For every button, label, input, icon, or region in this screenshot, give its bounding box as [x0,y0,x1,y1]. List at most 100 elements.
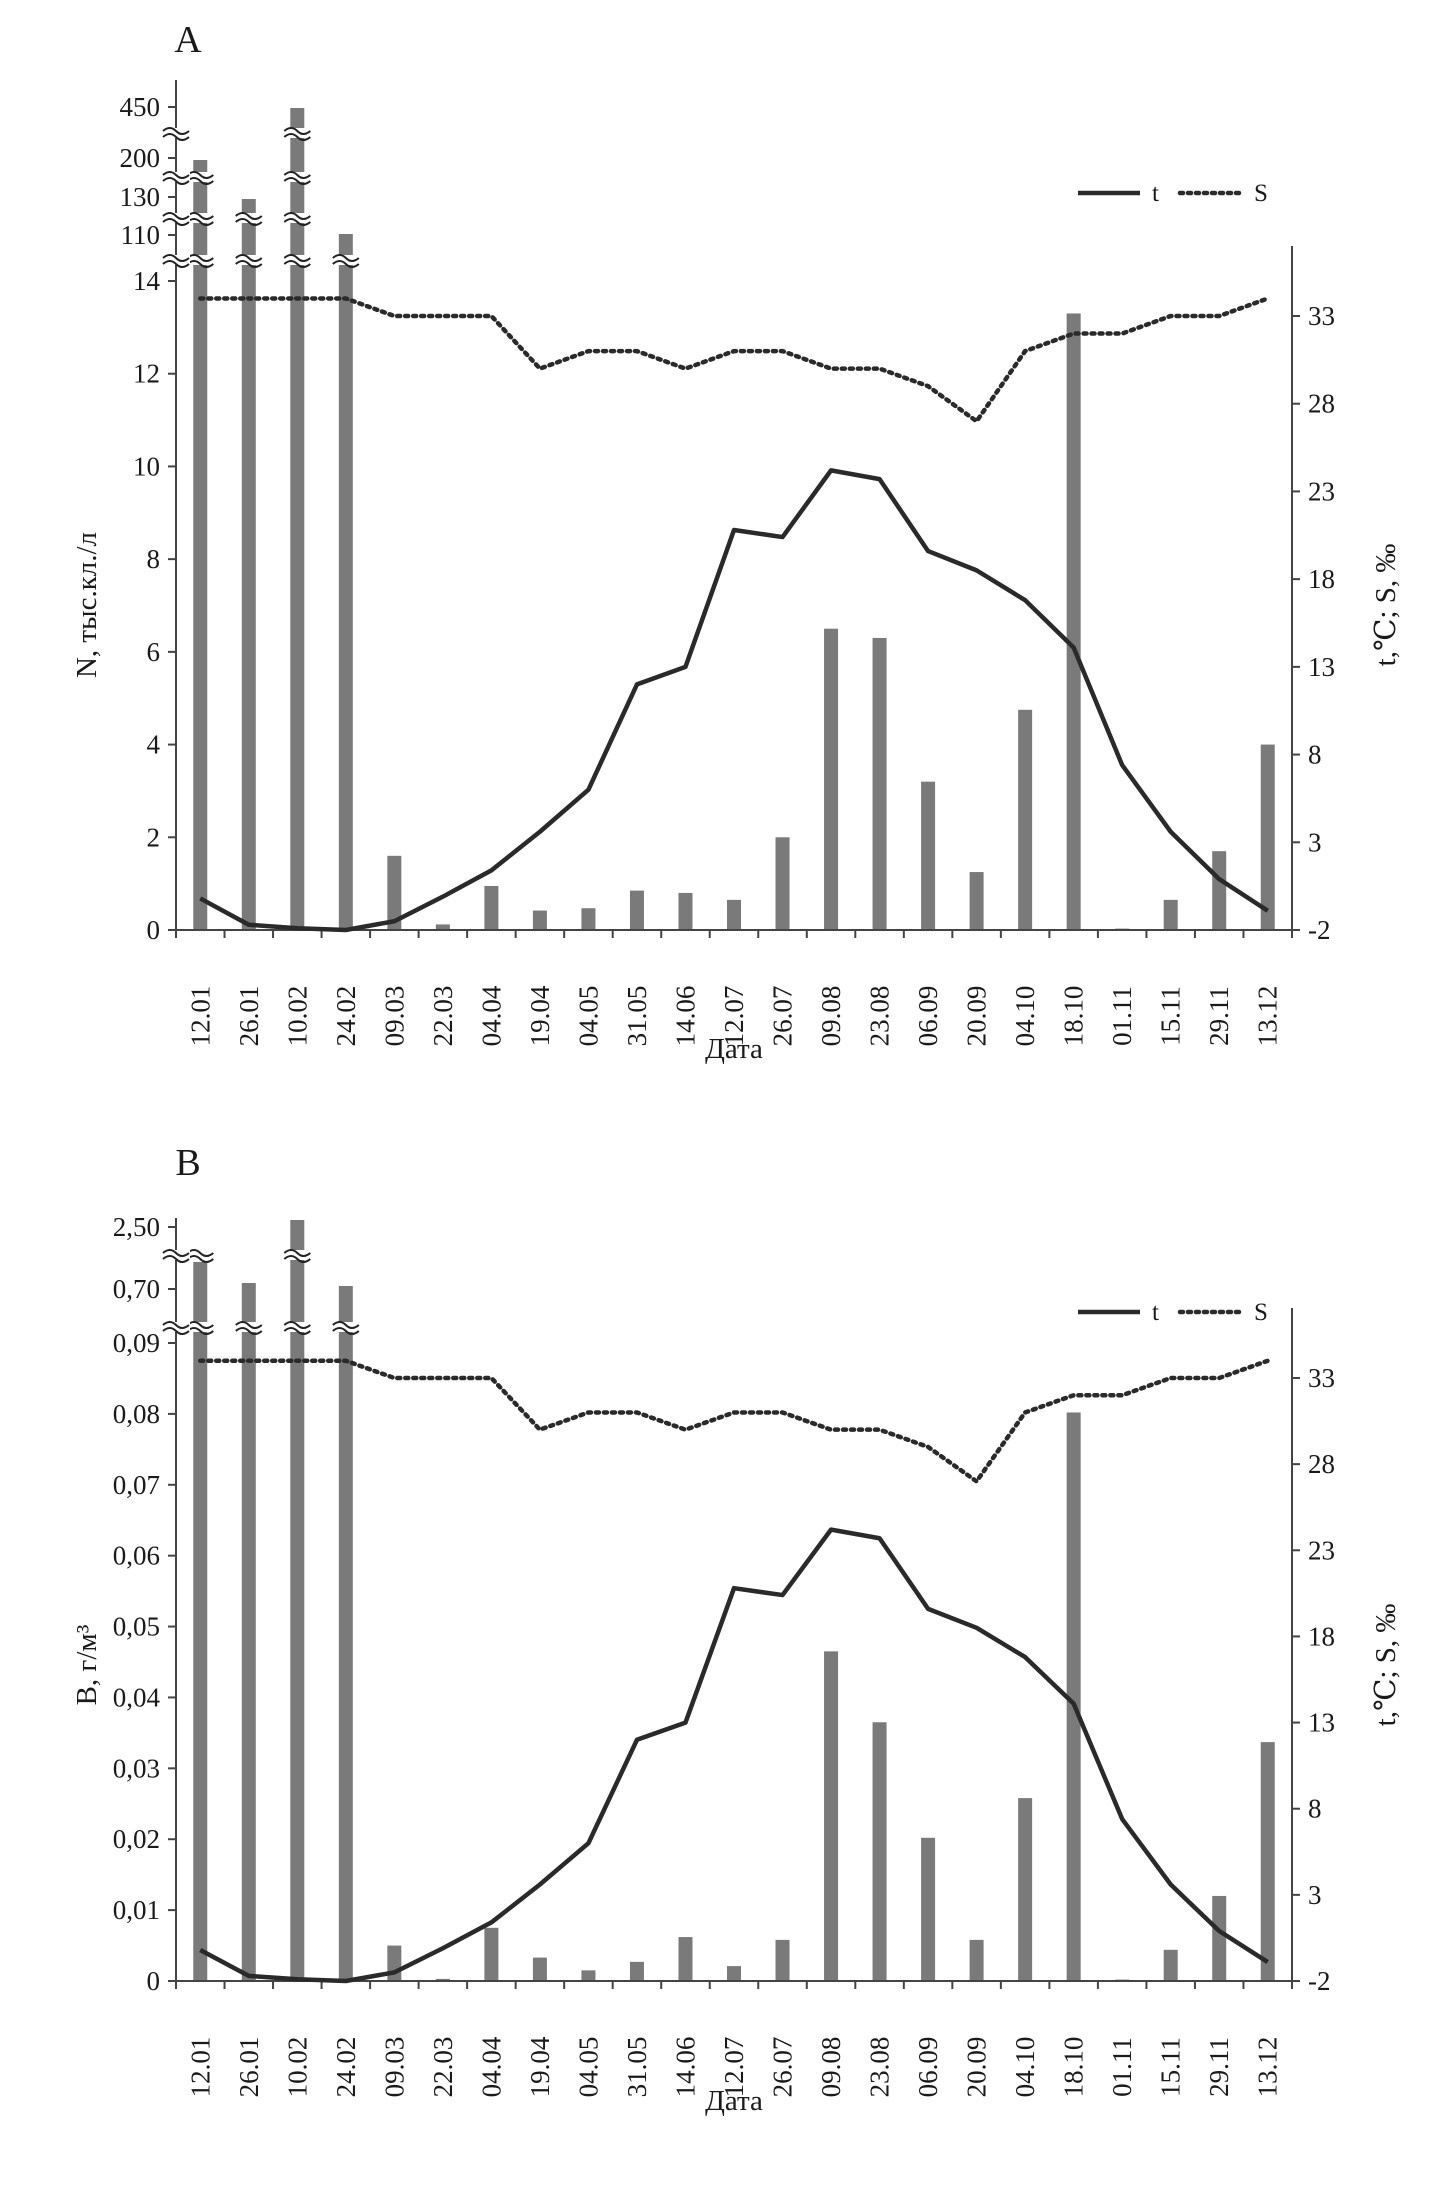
y-break-tick-label: 110 [121,220,161,250]
axis-break-mark-gap [162,172,190,182]
axis-break-mark-wave-top [162,254,190,262]
bar-24.02 [338,1286,353,1981]
x-tick-label: 31.05 [622,2037,652,2098]
legend-t-label: t [1152,1299,1159,1326]
x-tick-label: 09.08 [816,986,846,1047]
bar-break-mark-wave-bottom [283,177,311,185]
x-tick-label: 20.09 [962,986,992,1047]
x-tick-label: 04.10 [1010,986,1040,1047]
x-tick-label: 04.05 [573,2037,603,2098]
bar-14.06 [678,892,693,930]
panel-b-chart: B 0 0,01 0,02 0,03 0,04 0,05 0,06 0,07 0,08 0,09 0,… [71,1142,1402,2117]
y-tick-label: 10 [133,451,160,481]
bar-24.02 [338,234,353,930]
y2-tick-label: 33 [1308,1363,1335,1393]
bar-12.01 [193,1262,208,1981]
bar-04.05 [581,1970,596,1981]
y-tick-label: 0,01 [113,1895,160,1925]
legend-s-label: S [1254,180,1268,207]
legend-t-label: t [1152,180,1159,207]
x-tick-label: 12.07 [719,986,749,1047]
bar-break-mark-wave-top [283,127,311,135]
bar-break-mark-wave-top [332,1321,360,1329]
x-tick-label: 20.09 [962,2037,992,2098]
y-tick-label: 6 [147,637,161,667]
x-tick-label: 26.01 [234,2037,264,2098]
y2-tick-label: 8 [1308,740,1322,770]
bar-29.11 [1212,851,1227,930]
bar-19.04 [532,910,547,930]
bar-break-mark-gap [234,1322,263,1332]
x-tick-label: 19.04 [525,985,555,1046]
y2-axis-title: t,℃; S, ‰ [1370,544,1402,667]
bar-10.02 [290,1220,305,1981]
x-tick-label: 29.11 [1204,986,1234,1046]
bar-break-mark-gap [186,1322,215,1332]
bar-break-mark-gap [283,172,312,182]
x-tick-label: 24.02 [331,2037,361,2098]
bar-26.01 [241,1283,256,1981]
y-break-tick-label: 450 [120,92,161,122]
x-tick-label: 10.02 [282,986,312,1047]
y2-tick-label: 18 [1308,1621,1335,1651]
bar-break-mark-wave-top [235,212,263,220]
axis-break-mark-wave-bottom [162,133,190,141]
bar-break-mark-gap [234,213,263,223]
bar-14.06 [678,1937,693,1981]
x-tick-label: 22.03 [428,2037,458,2098]
bar-09.03 [387,855,402,930]
bar-22.03 [435,924,450,930]
x-tick-label: 12.01 [185,2037,215,2098]
bar-19.04 [532,1957,547,1981]
axis-break-mark-gap [162,1322,190,1332]
bar-break-mark-wave-bottom [186,177,214,185]
bar-break-mark-wave-bottom [283,260,311,268]
bar-break-mark-wave-bottom [186,218,214,226]
x-tick-label: 29.11 [1204,2037,1234,2097]
bar-13.12 [1260,1742,1275,1981]
y-tick-label: 8 [147,544,161,574]
x-tick-label: 14.06 [670,986,700,1047]
x-tick-label: 14.06 [670,2037,700,2098]
bar-break-mark-wave-top [283,254,311,262]
y-tick-label: 14 [133,266,161,296]
bar-06.09 [921,781,936,930]
y-tick-label: 0,06 [113,1541,160,1571]
axis-break-mark-gap [162,1250,190,1260]
bar-15.11 [1163,899,1178,930]
y-tick-label: 0 [147,1966,161,1996]
bar-break-mark-gap [331,255,360,265]
bar-06.09 [921,1837,936,1981]
x-tick-label: 09.03 [379,2037,409,2098]
y-tick-label: 0,09 [113,1328,160,1358]
x-tick-label: 26.07 [768,2037,798,2098]
bar-break-mark-gap [283,213,312,223]
bar-31.05 [629,1961,644,1981]
axis-break-mark-wave-bottom [162,177,190,185]
bar-23.08 [872,637,887,930]
bar-break-mark-wave-bottom [332,260,360,268]
bar-break-mark-wave-top [332,254,360,262]
x-tick-label: 09.08 [816,2037,846,2098]
axis-break-mark-wave-top [162,171,190,179]
bar-10.02 [290,108,305,930]
bar-09.08 [824,628,839,930]
bar-12.07 [727,1966,741,1981]
bar-break-mark-wave-top [283,1321,311,1329]
y2-tick-label: 13 [1308,1708,1335,1738]
y2-tick-label: 23 [1308,476,1335,506]
y2-tick-label: 33 [1308,301,1335,331]
bar-break-mark-gap [331,1322,360,1332]
y-tick-label: 0,08 [113,1399,160,1429]
bar-break-mark-gap [283,1322,312,1332]
bar-break-mark-wave-bottom [332,1327,360,1335]
bar-break-mark-wave-top [186,212,214,220]
bar-break-mark-wave-bottom [186,1327,214,1335]
bar-break-mark-wave-bottom [283,1255,311,1263]
bar-23.08 [872,1722,887,1981]
y2-tick-label: 28 [1308,1449,1335,1479]
bar-break-mark-wave-bottom [283,133,311,141]
bar-31.05 [629,890,644,930]
bar-04.04 [484,885,499,930]
bar-15.11 [1163,1949,1178,1981]
